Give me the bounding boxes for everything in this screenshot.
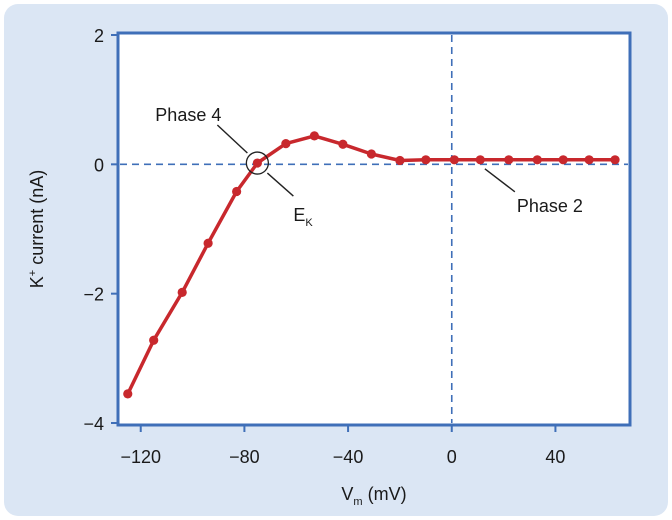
ek-marker-circle xyxy=(245,151,270,175)
data-point xyxy=(149,335,159,345)
x-tick-label: −80 xyxy=(229,447,260,467)
data-point xyxy=(338,139,348,149)
x-tick-label: 0 xyxy=(447,447,457,467)
data-point xyxy=(203,238,213,248)
data-point xyxy=(421,155,431,165)
data-point xyxy=(232,186,242,197)
x-tick-label: −40 xyxy=(333,447,364,467)
data-point xyxy=(475,155,485,165)
data-point xyxy=(504,155,514,165)
data-point xyxy=(558,155,568,165)
y-axis-label: K+ current (nA) xyxy=(27,170,47,288)
series-layer xyxy=(123,131,620,399)
y-tick-label: 2 xyxy=(94,26,104,46)
y-tick-label: −2 xyxy=(83,285,104,305)
data-point xyxy=(252,158,262,168)
y-tick-label: 0 xyxy=(94,155,104,175)
data-point xyxy=(177,287,187,297)
phase4-label: Phase 4 xyxy=(155,105,221,125)
data-point xyxy=(532,155,542,165)
phase2-leader-line xyxy=(484,168,516,193)
ek-leader-line xyxy=(266,172,294,197)
plot-area-frame xyxy=(116,31,632,427)
data-point xyxy=(584,155,594,165)
x-tick-label: 40 xyxy=(545,447,565,467)
data-point xyxy=(449,155,459,165)
data-point xyxy=(281,139,291,149)
phase2-label: Phase 2 xyxy=(517,196,583,216)
y-tick-label: −4 xyxy=(83,414,104,434)
data-point xyxy=(366,149,377,159)
x-tick-label: −120 xyxy=(120,447,161,467)
data-point xyxy=(309,131,319,141)
x-axis-label: Vm (mV) xyxy=(341,484,406,508)
annotation-layer: Phase 4 EK Phase 2 xyxy=(155,105,583,229)
data-point xyxy=(610,155,620,165)
data-point xyxy=(395,155,405,166)
phase4-leader-line xyxy=(216,124,248,154)
ek-label: EK xyxy=(293,205,313,229)
data-point xyxy=(123,389,133,399)
reference-lines xyxy=(120,35,628,423)
axis-ticks xyxy=(111,34,557,432)
axis-tick-labels: −120 −80 −40 0 40 2 0 −2 −4 xyxy=(83,26,565,467)
